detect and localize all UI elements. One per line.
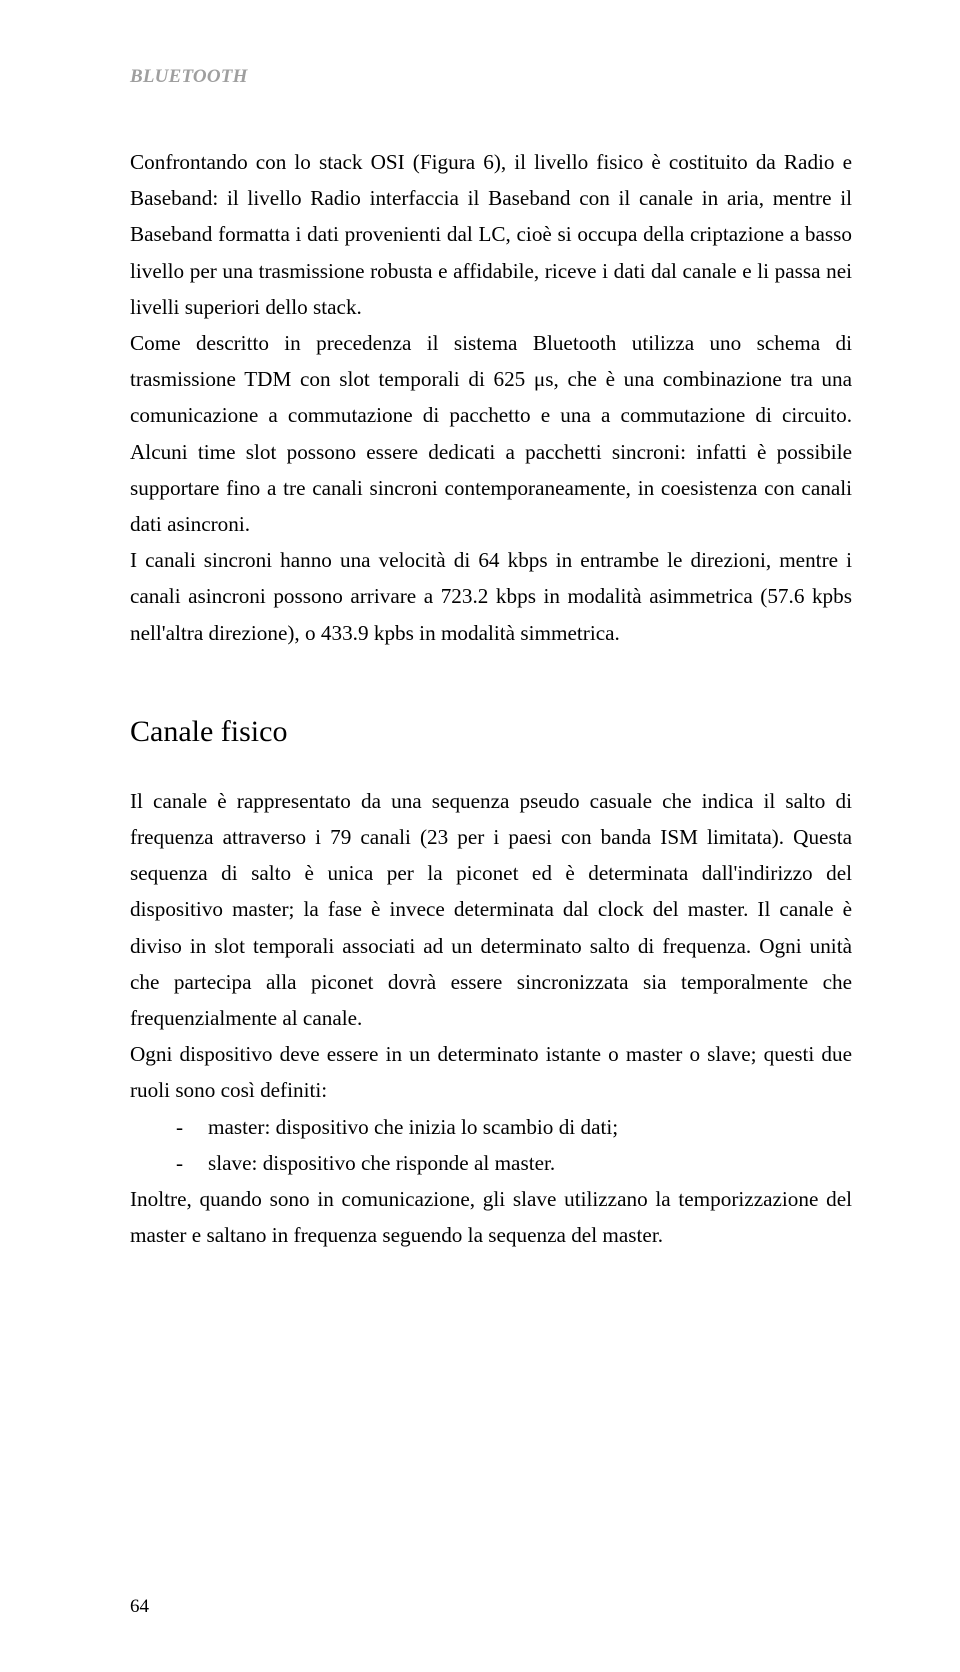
list-item: slave: dispositivo che risponde al maste… bbox=[130, 1145, 852, 1181]
running-header: BLUETOOTH bbox=[130, 66, 852, 88]
section-heading: Canale fisico bbox=[130, 715, 852, 749]
body-paragraph: Il canale è rappresentato da una sequenz… bbox=[130, 783, 852, 1036]
body-paragraph: I canali sincroni hanno una velocità di … bbox=[130, 542, 852, 651]
body-paragraph: Come descritto in precedenza il sistema … bbox=[130, 325, 852, 542]
page-number: 64 bbox=[130, 1596, 149, 1618]
document-page: BLUETOOTH Confrontando con lo stack OSI … bbox=[0, 0, 960, 1672]
body-paragraph: Ogni dispositivo deve essere in un deter… bbox=[130, 1036, 852, 1108]
body-paragraph: Confrontando con lo stack OSI (Figura 6)… bbox=[130, 144, 852, 325]
body-paragraph: Inoltre, quando sono in comunicazione, g… bbox=[130, 1181, 852, 1253]
list-item: master: dispositivo che inizia lo scambi… bbox=[130, 1109, 852, 1145]
definition-list: master: dispositivo che inizia lo scambi… bbox=[130, 1109, 852, 1181]
